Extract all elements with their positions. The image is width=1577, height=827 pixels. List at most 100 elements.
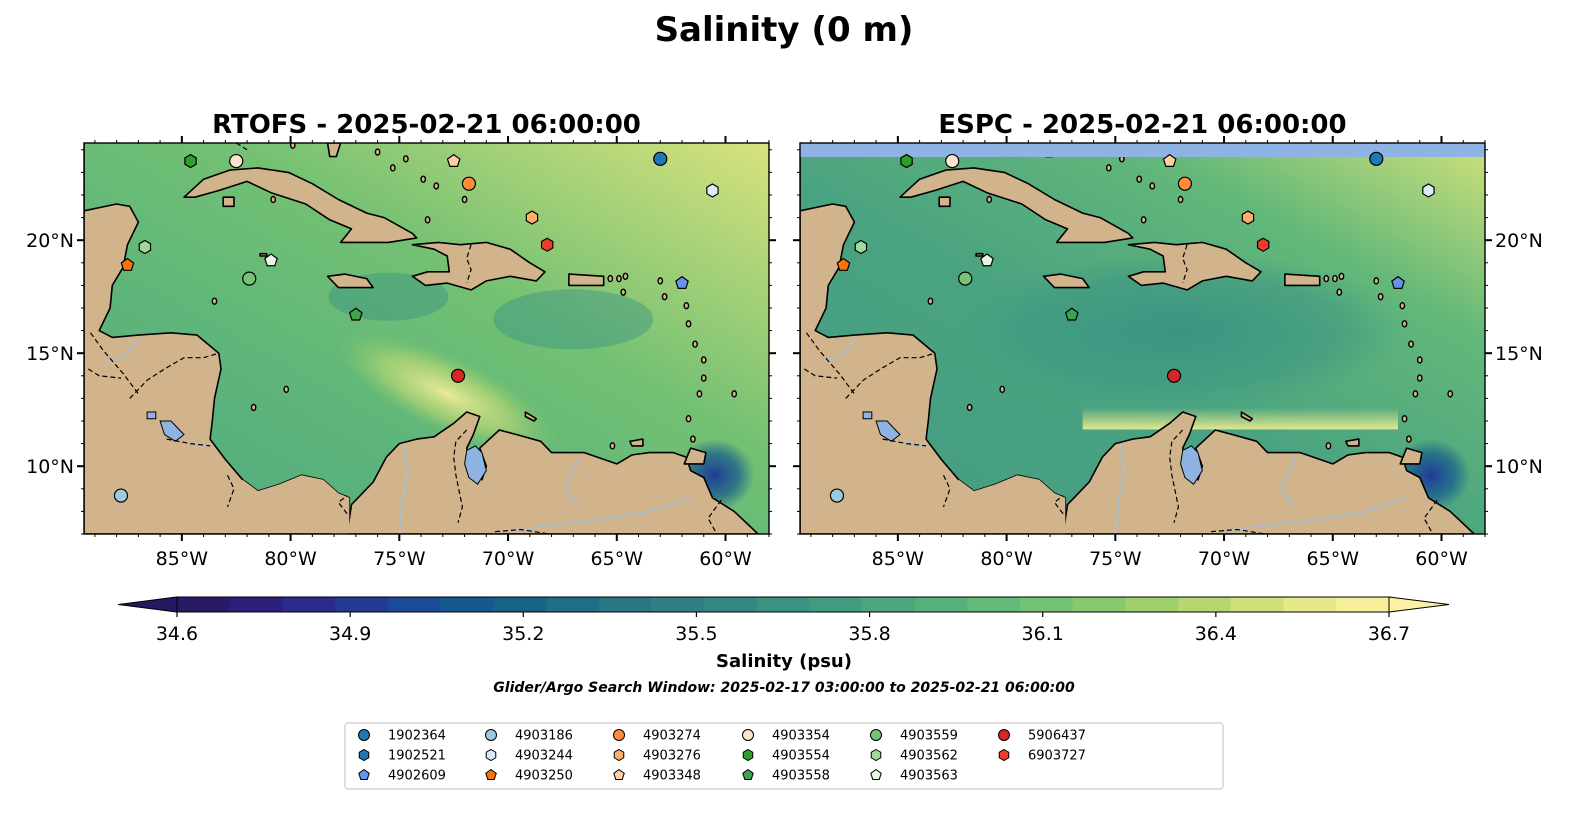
float-marker-4903348 (446, 153, 461, 167)
small-island (927, 297, 934, 305)
legend-label: 4903186 (515, 729, 573, 744)
trinidad-land (683, 447, 707, 465)
jamaica-land (326, 273, 374, 289)
grand-cayman-land (975, 252, 984, 257)
colorbar-bin (598, 597, 652, 612)
colorbar-bin (914, 597, 969, 612)
river-line (507, 497, 691, 533)
colorbar-bin (1336, 597, 1390, 612)
float-marker-4903559 (958, 271, 973, 286)
float-marker-4903274 (461, 176, 477, 191)
trinidad-land (1399, 447, 1423, 465)
legend-marker-4903250 (485, 768, 497, 780)
colorbar-tick-label: 36.7 (1368, 623, 1410, 645)
lat-tick-label: 15°N (26, 343, 74, 365)
lake-managua (862, 411, 873, 420)
colorbar-bin (493, 597, 547, 612)
small-island (696, 390, 703, 398)
small-island (616, 274, 622, 283)
country-border (707, 499, 722, 534)
small-island (289, 143, 296, 149)
colorbar-bin (703, 597, 758, 612)
float-marker-4903558 (348, 307, 363, 321)
small-island (999, 385, 1006, 394)
float-marker-4903554 (900, 153, 913, 169)
colorbar-tick-label: 36.4 (1195, 623, 1237, 645)
margarita-land (629, 438, 644, 447)
legend-marker-4903244 (485, 748, 497, 762)
lake-maracaibo (464, 445, 487, 486)
legend-marker-4903274 (613, 729, 625, 741)
colorbar-tick-label: 36.1 (1022, 623, 1064, 645)
country-border (235, 143, 248, 151)
small-island (622, 272, 629, 281)
small-island (1336, 288, 1343, 296)
colorbar-tick-label: 34.9 (329, 623, 371, 645)
river-line (1223, 497, 1407, 533)
float-marker-4903250 (836, 257, 851, 271)
grand-cayman-land (259, 252, 268, 257)
legend-label: 4903558 (772, 769, 830, 784)
puerto-rico-land (568, 273, 605, 287)
curacao-land (524, 411, 538, 422)
float-marker-6903727 (540, 237, 554, 252)
country-border (226, 474, 235, 508)
legend-marker-6903727 (998, 748, 1010, 762)
country-border (90, 332, 139, 395)
small-island (609, 442, 616, 450)
lon-tick-label: 60°W (1415, 548, 1468, 570)
legend-marker-4903563 (870, 768, 882, 780)
lon-tick-label: 60°W (699, 548, 752, 570)
figure-title: Salinity (0 m) (655, 10, 914, 50)
river-line (105, 336, 142, 363)
colorbar-bin (177, 597, 231, 612)
colorbar-bin (1020, 597, 1074, 612)
colorbar-bin (809, 597, 863, 612)
small-island (966, 403, 973, 412)
colorbar-tick-label: 35.5 (675, 623, 717, 645)
colorbar-bin (229, 597, 283, 612)
legend-marker-4903554 (742, 748, 754, 762)
legend-marker-4903559 (870, 729, 882, 741)
country-border (337, 495, 348, 515)
float-marker-4903558 (1064, 307, 1079, 321)
float-marker-4902609 (1391, 275, 1405, 289)
margarita-land (1345, 438, 1360, 447)
legend-label: 1902521 (388, 749, 446, 764)
legend-marker-4903186 (485, 729, 497, 741)
small-island (1447, 390, 1454, 398)
colorbar-bin (545, 597, 600, 612)
legend-label: 4903559 (900, 729, 958, 744)
legend-label: 4903250 (515, 769, 573, 784)
country-border (494, 528, 550, 534)
panel-title: ESPC - 2025-02-21 06:00:00 (938, 110, 1346, 140)
small-island (1338, 272, 1345, 281)
colorbar-bin (862, 597, 916, 612)
espc-map-panel: 85°W 80°W 75°W 70°W 65°W 60°W 10°N 15°N 20°N ESPC… (793, 110, 1543, 570)
legend-label: 4903348 (643, 769, 701, 784)
lon-tick-label: 65°W (591, 548, 644, 570)
lon-tick-label: 85°W (872, 548, 925, 570)
legend-marker-1902521 (358, 748, 370, 762)
legend-marker-4903562 (870, 748, 882, 762)
small-island (389, 164, 396, 172)
small-island (1136, 175, 1143, 183)
float-marker-4903186 (829, 488, 845, 503)
legend-label: 4903563 (900, 769, 958, 784)
legend-label: 4902609 (388, 769, 446, 784)
float-legend: 1902364 1902521 4902609 4903186 4903244 49032… (344, 722, 1224, 790)
legend-marker-4903354 (742, 729, 754, 741)
small-island (283, 385, 290, 394)
small-island (1377, 292, 1384, 301)
small-island (250, 403, 257, 412)
lon-tick-label: 70°W (482, 548, 535, 570)
float-marker-4903276 (525, 210, 539, 225)
legend-marker-1902364 (358, 729, 370, 741)
float-marker-4903563 (264, 253, 278, 267)
small-island (1105, 164, 1112, 172)
float-marker-4903244 (1422, 183, 1435, 198)
cuba-land (899, 167, 1134, 244)
high-salinity-plume (337, 332, 558, 456)
small-island (402, 155, 409, 163)
small-island (1412, 390, 1419, 398)
